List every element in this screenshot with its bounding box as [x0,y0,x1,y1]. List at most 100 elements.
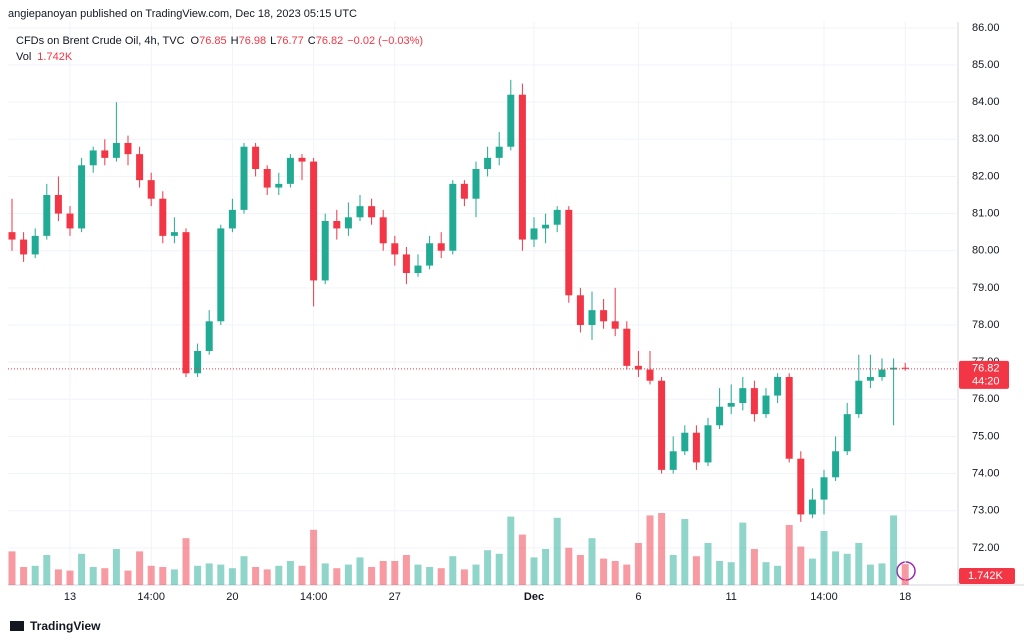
legend-key: O [191,35,200,47]
x-tick-label: 14:00 [810,591,838,603]
legend-key: H [231,35,239,47]
volume-bar [194,565,202,585]
candle-body [727,403,735,407]
volume-bar [530,557,538,585]
volume-bar [658,513,666,585]
legend-key: L [270,35,276,47]
candle-body [228,209,236,229]
countdown: 44:20 [972,376,1000,388]
volume-bar [112,549,120,585]
volume-bar [240,556,248,585]
candle-body [600,310,608,322]
legend-symbol: CFDs on Brent Crude Oil, 4h, TVC [16,35,185,47]
candle-body [658,380,666,470]
volume-bar [542,549,550,585]
candle-body [669,451,677,470]
candle-body [89,150,97,166]
last-price-tag [959,360,1009,389]
y-tick-label: 79.00 [972,282,1000,294]
candle-body [785,377,793,459]
candle-body [252,146,260,169]
legend-key: C [308,35,316,47]
candle-body [623,328,631,366]
legend-value: 76.82 [316,35,344,47]
volume-bar [402,555,410,585]
candle-body [797,458,805,515]
volume-bar [333,568,341,585]
candle-body [762,395,770,415]
volume-bar [820,531,828,585]
candle-body [565,209,573,296]
candle-body [588,310,596,325]
candle-body [182,232,190,374]
legend-value: 76.98 [239,35,267,47]
volume-bar [437,568,445,585]
candle-body [542,224,550,229]
volume-bar [866,564,874,585]
last-price: 76.82 [972,363,1000,375]
x-tick-label: 14:00 [300,591,328,603]
volume-bar [855,543,863,585]
candle-body [136,154,144,181]
y-tick-label: 81.00 [972,207,1000,219]
candle-body [692,432,700,463]
candle-body [414,265,422,273]
candle-body [495,146,503,158]
volume-bar [391,561,399,585]
y-tick-label: 82.00 [972,170,1000,182]
volume-bar [484,550,492,585]
candle-body [112,143,120,158]
candle-body [54,195,62,214]
logo [10,621,24,631]
byline: angiepanoyan published on TradingView.co… [8,8,357,20]
candle-body [194,351,202,374]
candle-body [449,183,457,251]
y-tick-label: 80.00 [972,245,1000,257]
volume-bar [495,553,503,585]
candle-body [530,228,538,240]
volume-bar [31,565,39,585]
x-tick-label: 14:00 [137,591,165,603]
candle-body [298,157,306,162]
x-tick-label: Dec [524,591,544,603]
volume-bar [368,567,376,585]
volume-bar [217,564,225,585]
volume-bar [182,538,190,585]
volume-bar [356,557,364,585]
candle-body [8,232,16,240]
volume-bar [507,516,515,585]
volume-bar [54,569,62,585]
candle-body [774,377,782,396]
y-tick-label: 74.00 [972,467,1000,479]
candle-body [159,198,167,236]
volume-bar [565,547,573,585]
x-tick-label: 18 [899,591,911,603]
volume-bar [66,570,74,585]
volume-bar [286,561,294,585]
candle-body [379,217,387,244]
volume-bar [716,561,724,585]
volume-bar [762,562,770,585]
volume-bar [159,567,167,585]
volume-bar [310,529,318,585]
candle-body [472,169,480,199]
volume-bar [750,549,758,585]
candle-body [739,388,747,403]
y-tick-label: 72.00 [972,542,1000,554]
volume-bar [136,551,144,585]
volume-bar [727,562,735,585]
x-tick-label: 13 [64,591,76,603]
volume-bar [774,565,782,585]
candle-body [205,321,213,351]
volume-bar [692,556,700,585]
candle-body [356,206,364,218]
candle-body [507,94,515,147]
volume-bar [298,565,306,585]
volume-bar [170,569,178,585]
candle-body [217,228,225,322]
volume-bar [321,563,329,585]
candle-body [611,321,619,329]
volume-bar [739,522,747,585]
x-tick-label: 6 [635,591,641,603]
candle-body [808,499,816,515]
